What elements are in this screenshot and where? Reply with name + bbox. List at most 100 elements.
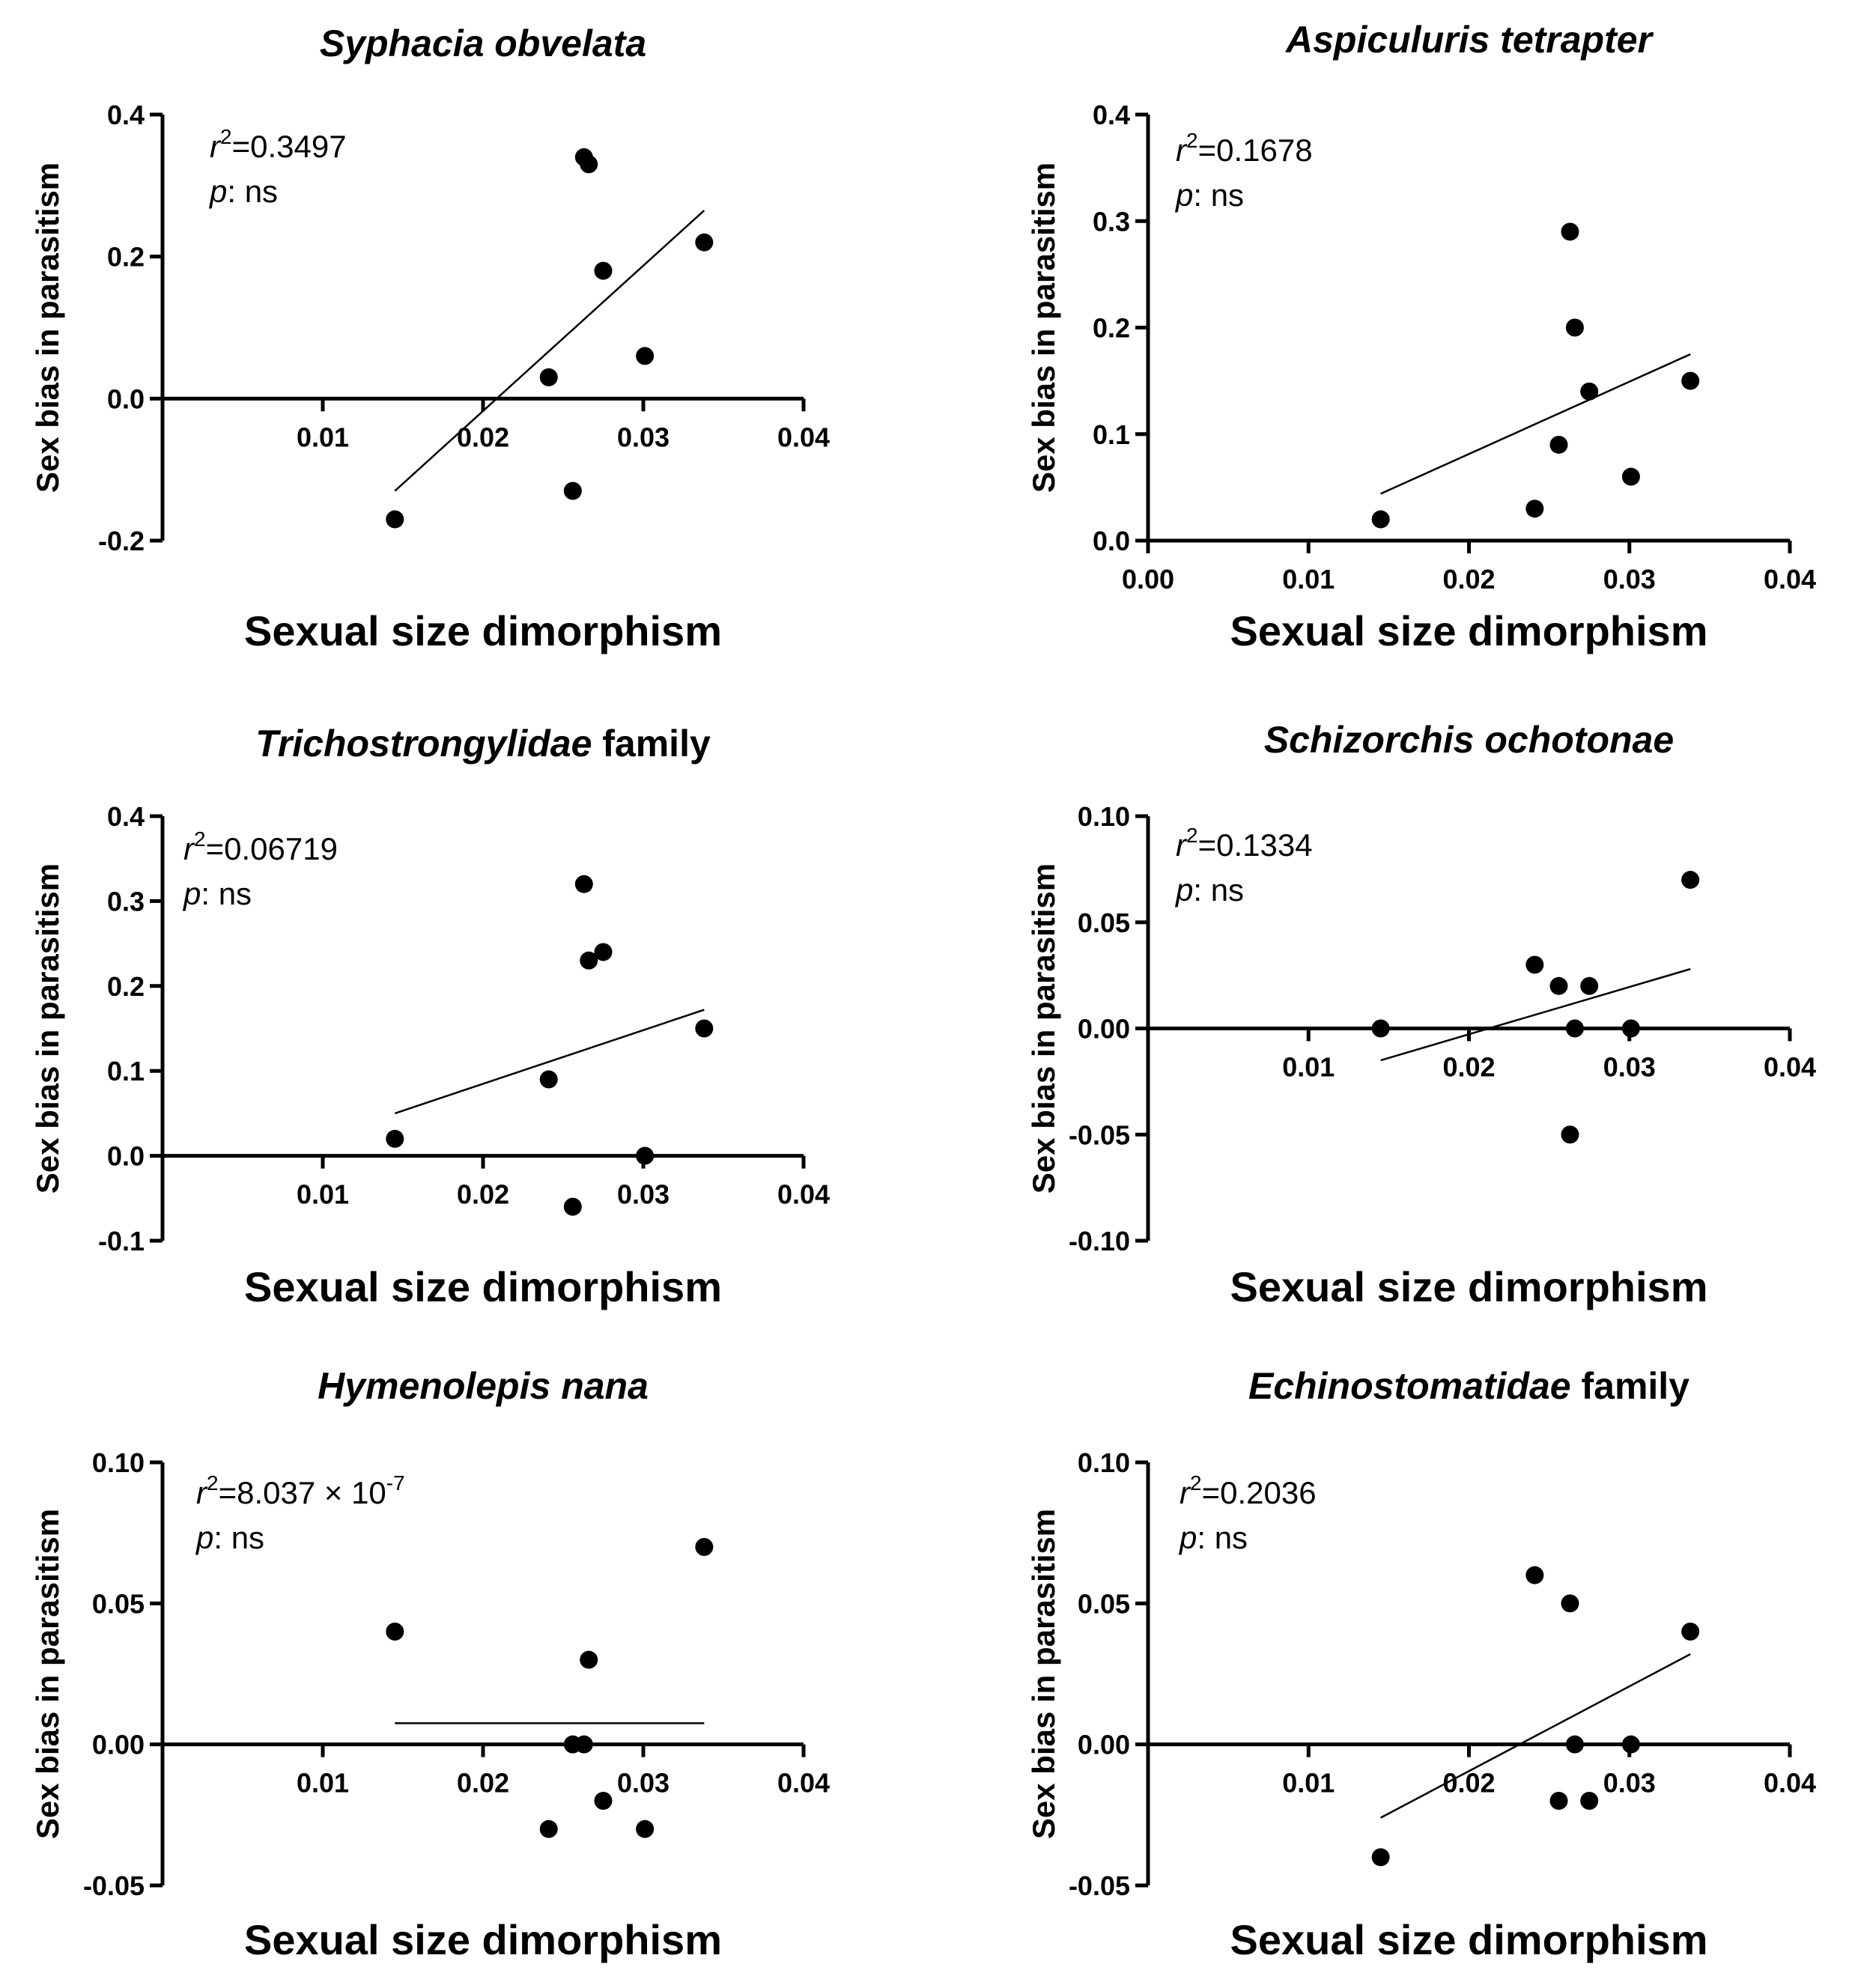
data-point [1580, 1792, 1599, 1810]
x-tick-label: 0.02 [457, 1768, 509, 1799]
y-tick-label: 0.05 [1078, 1588, 1130, 1619]
chart-title: Echinostomatidae family [1248, 1365, 1689, 1407]
x-tick-label: 0.04 [1764, 1768, 1816, 1799]
data-point [1681, 371, 1700, 390]
x-axis-label: Sexual size dimorphism [1230, 607, 1708, 654]
data-point [1565, 1019, 1584, 1038]
p-symbol: p [208, 174, 227, 209]
x-tick-label: 0.00 [1122, 564, 1174, 595]
x-tick-label: 0.03 [1603, 564, 1656, 595]
p-value: : ns [1197, 1520, 1248, 1555]
x-tick-label: 0.01 [297, 1768, 349, 1799]
data-point [1549, 435, 1568, 454]
data-point [1525, 499, 1544, 518]
data-point [1561, 1125, 1579, 1144]
r-exponent: 2 [1186, 824, 1198, 847]
chart-title-italic: Trichostrongylidae [255, 723, 592, 765]
chart-title: Syphacia obvelata [320, 22, 646, 64]
x-axis-label: Sexual size dimorphism [244, 607, 722, 654]
y-tick-label: 0.2 [107, 242, 145, 273]
data-point [1621, 467, 1640, 486]
chart-panel-3: Trichostrongylidae family -0.1 0.0 0.1 0.2 0.… [30, 723, 830, 1310]
r-squared-label: r2=0.1678 [1176, 129, 1313, 168]
y-axis-label: Sex bias in parasitism [1026, 1509, 1061, 1839]
r-symbol: r [1179, 1475, 1191, 1510]
x-tick-label: 0.04 [777, 422, 830, 452]
data-point [563, 481, 582, 500]
data-point [539, 368, 558, 386]
data-point [580, 1650, 598, 1669]
x-tick-label: 0.01 [297, 422, 349, 452]
x-tick-label: 0.03 [617, 1768, 670, 1799]
r-squared-value: =0.1678 [1198, 133, 1313, 168]
x-tick-label: 0.03 [617, 422, 670, 452]
y-tick-label: 0.0 [107, 383, 145, 414]
x-tick-label: 0.03 [617, 1179, 670, 1210]
x-tick-label: 0.01 [1282, 564, 1335, 595]
x-tick-label: 0.04 [777, 1179, 830, 1210]
data-point [580, 155, 598, 174]
data-point [580, 951, 598, 970]
y-tick-label: 0.05 [1078, 908, 1130, 938]
data-point [1549, 1792, 1568, 1810]
chart-title-italic: Echinostomatidae [1248, 1365, 1571, 1407]
p-value: : ns [213, 1520, 264, 1555]
p-symbol: p [1174, 177, 1193, 213]
r-exponent: 2 [1190, 1471, 1202, 1495]
data-point [636, 1820, 655, 1838]
data-point [1681, 871, 1700, 890]
data-point [1371, 510, 1390, 529]
y-tick-label: -0.2 [98, 526, 145, 556]
data-point [1371, 1848, 1390, 1867]
y-tick-label: 0.2 [1093, 313, 1130, 344]
chart-title: Aspiculuris tetrapter [1284, 19, 1654, 61]
data-point [539, 1070, 558, 1089]
x-axis-label: Sexual size dimorphism [244, 1263, 722, 1310]
regression-line [1380, 967, 1691, 1062]
x-axis-label: Sexual size dimorphism [1230, 1263, 1708, 1310]
r-symbol: r [210, 129, 222, 164]
data-point [1561, 1594, 1579, 1613]
y-tick-label: 0.0 [107, 1141, 145, 1172]
r-squared-value: =0.3497 [232, 129, 347, 164]
p-value-label: p: ns [182, 876, 252, 911]
chart-title-suffix: family [592, 723, 711, 765]
p-value-label: p: ns [1174, 177, 1244, 213]
data-point [1525, 1566, 1544, 1584]
y-axis-label: Sex bias in parasitism [30, 863, 65, 1194]
data-point [594, 943, 613, 961]
y-tick-label: 0.00 [1078, 1014, 1130, 1045]
y-tick-label: 0.1 [107, 1056, 145, 1086]
r-symbol: r [1176, 827, 1188, 863]
y-tick-label: -0.1 [98, 1226, 145, 1256]
x-tick-label: 0.02 [1442, 1052, 1495, 1083]
x-tick-label: 0.04 [1764, 564, 1816, 595]
data-point [695, 1538, 714, 1556]
chart-title: Schizorchis ochotonae [1264, 719, 1674, 761]
data-point [594, 1792, 613, 1810]
r-exponent: 2 [1186, 129, 1198, 152]
y-tick-label: -0.05 [83, 1870, 145, 1901]
y-tick-label: -0.05 [1069, 1870, 1130, 1901]
y-tick-label: 0.10 [92, 1447, 145, 1478]
regression-line [1380, 353, 1691, 495]
y-tick-label: 0.05 [92, 1588, 145, 1619]
data-point [574, 1735, 593, 1754]
p-value-label: p: ns [1178, 1520, 1248, 1555]
data-point [1525, 955, 1544, 974]
r-symbol: r [196, 1475, 208, 1510]
r-squared-label: r2=8.037 × 10-7 [196, 1471, 405, 1510]
data-point [386, 1623, 404, 1641]
x-tick-label: 0.01 [297, 1179, 349, 1210]
r-squared-label: r2=0.06719 [183, 827, 338, 866]
data-point [539, 1820, 558, 1838]
chart-title-italic: Hymenolepis nana [318, 1365, 649, 1407]
x-tick-label: 0.02 [457, 1179, 509, 1210]
regression-line [394, 1009, 705, 1115]
data-point [1681, 1623, 1700, 1641]
data-point [695, 233, 714, 252]
chart-panel-2: Aspiculuris tetrapter 0.0 0.1 0.2 0.3 0.4 0.00… [1026, 19, 1816, 654]
y-tick-label: 0.10 [1078, 801, 1130, 832]
y-axis-label: Sex bias in parasitism [1026, 863, 1061, 1194]
